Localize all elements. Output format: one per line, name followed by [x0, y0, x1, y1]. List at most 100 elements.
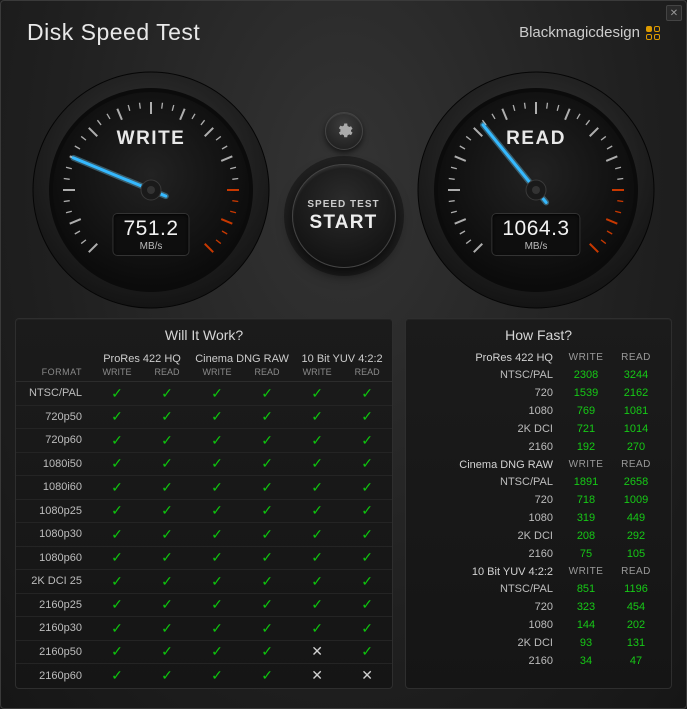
wiw-row-label: 1080p30	[16, 528, 92, 540]
wiw-sub-5: WRITE	[292, 367, 342, 377]
hf-row-write: 75	[561, 548, 611, 560]
check-icon: ✓	[142, 408, 192, 425]
hf-row-write: 192	[561, 441, 611, 453]
hf-row-read: 3244	[611, 369, 661, 381]
check-icon: ✓	[242, 549, 292, 566]
check-icon: ✓	[292, 596, 342, 613]
start-top-label: SPEED TEST	[307, 199, 379, 210]
hf-row-write: 34	[561, 655, 611, 667]
check-icon: ✓	[342, 455, 392, 472]
wiw-row: 2160p60✓✓✓✓✕✕	[16, 664, 392, 688]
will-it-work-panel: Will It Work? ProRes 422 HQ Cinema DNG R…	[15, 318, 393, 689]
check-icon: ✓	[342, 573, 392, 590]
check-icon: ✓	[342, 549, 392, 566]
hf-row-label: 2160	[406, 548, 561, 560]
gear-icon	[335, 122, 353, 140]
check-icon: ✓	[142, 549, 192, 566]
settings-button[interactable]	[325, 112, 363, 150]
check-icon: ✓	[192, 455, 242, 472]
hf-row-read: 202	[611, 619, 661, 631]
check-icon: ✓	[292, 455, 342, 472]
hf-row-label: 720	[406, 387, 561, 399]
cross-icon: ✕	[292, 643, 342, 660]
check-icon: ✓	[342, 432, 392, 449]
hf-row-label: 2K DCI	[406, 423, 561, 435]
check-icon: ✓	[192, 643, 242, 660]
hf-section-name: Cinema DNG RAW	[406, 459, 561, 471]
hf-row-write: 851	[561, 583, 611, 595]
write-gauge-value: 751.2 MB/s	[113, 214, 188, 255]
hf-row-write: 93	[561, 637, 611, 649]
check-icon: ✓	[292, 526, 342, 543]
check-icon: ✓	[242, 573, 292, 590]
hf-row: 2K DCI208292	[406, 527, 671, 545]
start-button[interactable]: SPEED TEST START	[292, 164, 396, 268]
hf-row-write: 718	[561, 494, 611, 506]
wiw-sub-1: WRITE	[92, 367, 142, 377]
check-icon: ✓	[192, 479, 242, 496]
check-icon: ✓	[142, 455, 192, 472]
check-icon: ✓	[292, 479, 342, 496]
hf-section-name: 10 Bit YUV 4:2:2	[406, 566, 561, 578]
hf-row-read: 1014	[611, 423, 661, 435]
gauges-area: WRITE 751.2 MB/s SPEED TEST START READ 1…	[1, 70, 686, 310]
hf-row-label: NTSC/PAL	[406, 583, 561, 595]
wiw-sub-4: READ	[242, 367, 292, 377]
hf-row-write: 2308	[561, 369, 611, 381]
start-main-label: START	[310, 212, 378, 234]
hf-row: 10807691081	[406, 402, 671, 420]
wiw-row: 1080i50✓✓✓✓✓✓	[16, 453, 392, 477]
hf-head-read: READ	[611, 352, 661, 364]
wiw-row-label: 2160p25	[16, 599, 92, 611]
check-icon: ✓	[92, 549, 142, 566]
hf-row: 1080319449	[406, 509, 671, 527]
wiw-sub-header: FORMATWRITEREADWRITEREADWRITEREAD	[16, 367, 392, 382]
wiw-title: Will It Work?	[16, 319, 392, 349]
wiw-row-label: 2160p50	[16, 646, 92, 658]
check-icon: ✓	[242, 620, 292, 637]
check-icon: ✓	[92, 667, 142, 684]
app-title: Disk Speed Test	[27, 19, 200, 46]
hf-row-read: 47	[611, 655, 661, 667]
wiw-group-2: 10 Bit YUV 4:2:2	[292, 349, 392, 367]
brand-text: Blackmagicdesign	[519, 24, 640, 41]
check-icon: ✓	[92, 385, 142, 402]
check-icon: ✓	[92, 479, 142, 496]
read-unit: MB/s	[502, 241, 569, 252]
hf-row: 2K DCI7211014	[406, 420, 671, 438]
hf-row-write: 319	[561, 512, 611, 524]
wiw-sub-3: WRITE	[192, 367, 242, 377]
check-icon: ✓	[92, 526, 142, 543]
hf-row-read: 454	[611, 601, 661, 613]
hf-head-write: WRITE	[561, 566, 611, 578]
write-gauge-svg	[31, 70, 271, 310]
hf-row-write: 721	[561, 423, 611, 435]
wiw-row: 1080p60✓✓✓✓✓✓	[16, 547, 392, 571]
wiw-group-1: Cinema DNG RAW	[192, 349, 292, 367]
disk-speed-test-window: ✕ Disk Speed Test Blackmagicdesign WRITE…	[0, 0, 687, 709]
cross-icon: ✕	[342, 667, 392, 684]
cross-icon: ✕	[292, 667, 342, 684]
hf-section-name: ProRes 422 HQ	[406, 352, 561, 364]
hf-row: 2160192270	[406, 438, 671, 456]
check-icon: ✓	[192, 620, 242, 637]
hf-row-read: 1196	[611, 583, 661, 595]
check-icon: ✓	[142, 526, 192, 543]
hf-row-label: 2160	[406, 441, 561, 453]
close-button[interactable]: ✕	[666, 5, 682, 21]
hf-section-header: ProRes 422 HQWRITEREAD	[406, 349, 671, 366]
wiw-row: 1080p30✓✓✓✓✓✓	[16, 523, 392, 547]
hf-row-read: 1081	[611, 405, 661, 417]
read-gauge-svg	[416, 70, 656, 310]
hf-row-write: 1539	[561, 387, 611, 399]
hf-head-read: READ	[611, 566, 661, 578]
wiw-row-label: 720p60	[16, 434, 92, 446]
wiw-sub-6: READ	[342, 367, 392, 377]
check-icon: ✓	[242, 596, 292, 613]
titlebar: Disk Speed Test Blackmagicdesign	[1, 1, 686, 56]
hf-row: 7207181009	[406, 491, 671, 509]
hf-row-write: 144	[561, 619, 611, 631]
check-icon: ✓	[292, 502, 342, 519]
check-icon: ✓	[292, 432, 342, 449]
hf-row: 216075105	[406, 545, 671, 563]
